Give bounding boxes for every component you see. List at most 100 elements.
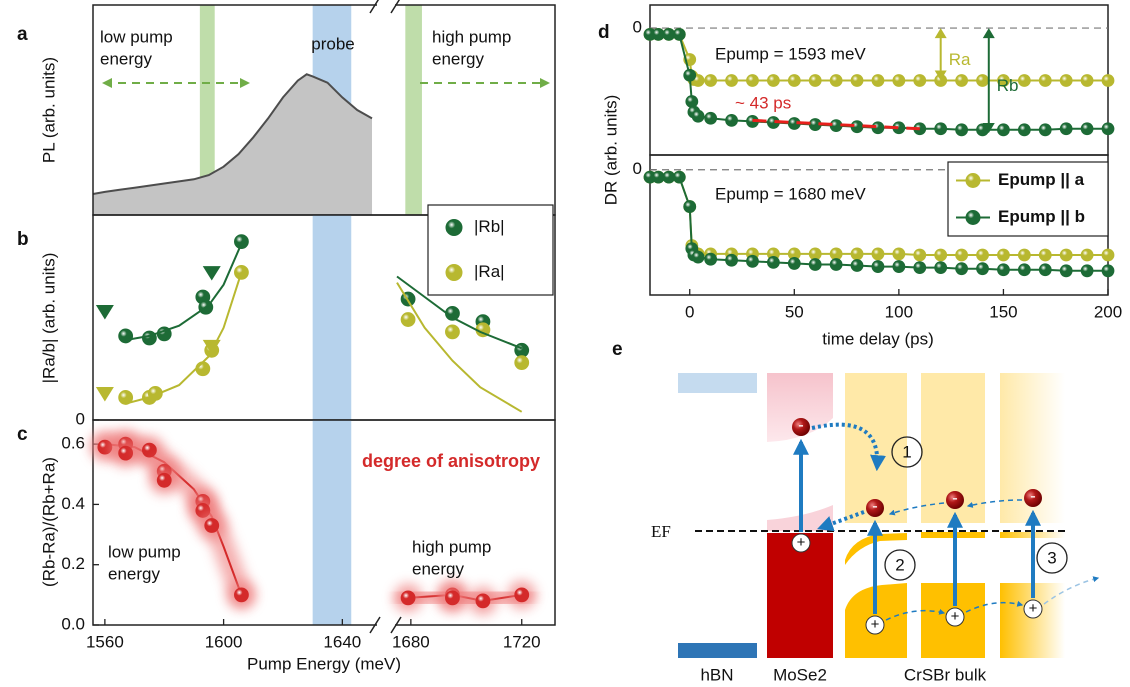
point: [829, 258, 843, 271]
band: [199, 5, 215, 215]
crsbr-edge: [845, 533, 907, 565]
hole: [865, 615, 885, 635]
point: [1017, 123, 1031, 137]
point: [118, 445, 134, 461]
break-gap: [377, 0, 395, 9]
mose2-conduction: [767, 373, 833, 442]
series: [397, 583, 533, 613]
point: [1101, 74, 1115, 87]
y-axis-label: DR (arb. units): [601, 95, 620, 206]
hole-sign: +: [1029, 600, 1038, 617]
triangle-point: [95, 305, 114, 320]
panel-label: a: [17, 24, 28, 45]
annotation: energy: [108, 564, 160, 583]
hole-sign: +: [797, 534, 806, 551]
point: [141, 442, 157, 458]
step-labels: 1 2 3: [884, 436, 1068, 581]
point: [691, 250, 705, 264]
step-circle: [891, 436, 923, 468]
electrons: - - - -: [792, 415, 1042, 517]
triangle-point: [95, 387, 114, 402]
point: [976, 248, 989, 262]
point: [850, 247, 864, 261]
annotation: degree of anisotropy: [362, 451, 540, 471]
point: [1017, 263, 1031, 277]
point: [683, 200, 697, 213]
panel-label: e: [612, 339, 623, 360]
point: [976, 262, 989, 276]
panel-label: c: [17, 424, 28, 445]
point: [808, 74, 822, 87]
annotation: Epump = 1680 meV: [715, 184, 866, 203]
point: [934, 261, 948, 275]
x-tick-label: 0: [685, 302, 694, 321]
x-tick-label: 1720: [503, 632, 541, 651]
point: [746, 74, 759, 87]
x-tick-label: 1560: [86, 632, 124, 651]
point: [704, 111, 718, 125]
point: [1080, 264, 1094, 278]
legend-marker: [445, 264, 463, 281]
point: [871, 74, 885, 87]
annotation: energy: [412, 559, 464, 578]
area-outline: [92, 73, 373, 195]
electron-sign: -: [798, 415, 804, 434]
annotation: high pump: [412, 537, 491, 556]
y-tick-label: 0.0: [61, 614, 85, 633]
x-tick-label: 100: [885, 302, 913, 321]
point: [892, 247, 906, 261]
arrow-head: [982, 28, 995, 39]
point: [1059, 74, 1073, 87]
series: [752, 118, 920, 131]
point: [725, 74, 738, 87]
mose2-valence: [767, 533, 833, 658]
triangle-point: [202, 266, 221, 281]
hbn-conduction: [678, 373, 757, 393]
point: [1080, 122, 1094, 136]
legend-box: [427, 204, 554, 296]
point: [234, 234, 249, 250]
holes: + + + +: [791, 533, 1043, 635]
point: [976, 74, 989, 87]
electron: [866, 499, 884, 517]
legend-label: Epump || a: [998, 170, 1085, 189]
point: [1059, 264, 1073, 278]
point: [913, 248, 927, 262]
step-label: 1: [902, 442, 911, 461]
axis-break: [369, 0, 402, 634]
transfer-arrow: [816, 510, 865, 532]
electron: [1024, 489, 1042, 507]
series: [95, 266, 221, 320]
annotation: high pump: [432, 27, 511, 46]
electron-sign: -: [872, 496, 878, 515]
point: [1101, 264, 1115, 278]
point: [913, 74, 927, 87]
x-axis-label: time delay (ps): [822, 329, 933, 348]
point: [400, 590, 416, 606]
line: [650, 33, 1108, 82]
legend-marker: [965, 173, 981, 188]
hole-transfer: [1043, 576, 1100, 605]
annotation: probe: [311, 34, 354, 53]
line: [396, 282, 523, 413]
hole-transfer: [885, 608, 946, 621]
annotation: low pump: [100, 27, 173, 46]
point: [1059, 248, 1073, 262]
line: [650, 176, 1108, 272]
point: [118, 390, 134, 405]
series: [396, 275, 523, 350]
transfer-arrow: [966, 499, 1023, 508]
legend-marker: [445, 219, 463, 236]
point: [808, 258, 822, 271]
panel-label: d: [598, 22, 610, 43]
step-circle: [1036, 542, 1068, 574]
step-label: 3: [1047, 548, 1056, 567]
point: [892, 74, 906, 87]
line: [396, 275, 523, 350]
series: [396, 282, 523, 413]
point: [672, 170, 686, 184]
point: [704, 252, 718, 266]
annotation: low pump: [108, 542, 181, 561]
point: [997, 123, 1010, 137]
